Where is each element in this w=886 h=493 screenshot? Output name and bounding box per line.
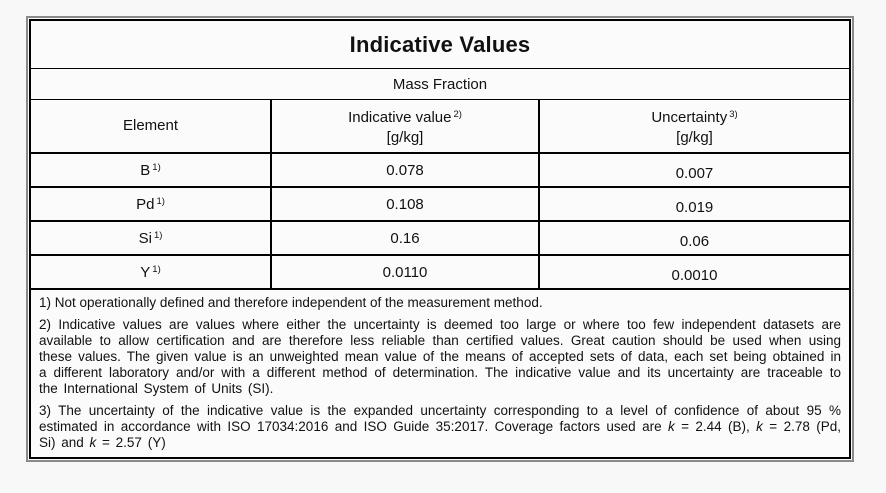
footnotes: 1) Not operationally defined and therefo… bbox=[30, 288, 850, 458]
uncertainty-cell: 0.0010 bbox=[538, 254, 851, 290]
footnote-text: = 2.57 (Y) bbox=[96, 435, 166, 450]
table-row: Pd 1) 0.108 0.019 bbox=[29, 186, 851, 222]
indicative-value-cell: 0.078 bbox=[270, 152, 540, 188]
column-header-uncertainty: Uncertainty 3) [g/kg] bbox=[538, 99, 851, 154]
footnote-italic-k: k bbox=[89, 435, 97, 450]
footnote-italic-k: k bbox=[756, 419, 763, 434]
uncertainty-cell: 0.06 bbox=[538, 220, 851, 256]
footnote: 1) Not operationally defined and therefo… bbox=[39, 295, 841, 311]
element-symbol: Si bbox=[138, 229, 152, 247]
column-unit: [g/kg] bbox=[386, 128, 424, 146]
footnote-italic-k: k bbox=[667, 419, 675, 434]
footnote-marker: 1) bbox=[152, 161, 161, 173]
uncertainty-cell: 0.019 bbox=[538, 186, 851, 222]
element-symbol: Y bbox=[140, 263, 151, 281]
element-cell: Si 1) bbox=[29, 220, 272, 256]
column-header-row: Element Indicative value 2) [g/kg] Uncerta… bbox=[29, 99, 851, 154]
footnote-text: = 2.44 (B), bbox=[674, 419, 757, 434]
column-label: Element bbox=[122, 117, 179, 134]
uncertainty-value: 0.007 bbox=[675, 164, 714, 182]
footnote: 2) Indicative values are values where ei… bbox=[39, 317, 841, 397]
indicative-value-cell: 0.108 bbox=[270, 186, 540, 222]
element-cell: B 1) bbox=[29, 152, 272, 188]
column-header-indicative-value: Indicative value 2) [g/kg] bbox=[270, 99, 540, 154]
indicative-value-cell: 0.0110 bbox=[270, 254, 540, 290]
table-row: B 1) 0.078 0.007 bbox=[29, 152, 851, 188]
element-cell: Pd 1) bbox=[29, 186, 272, 222]
element-symbol: Pd bbox=[136, 195, 155, 213]
element-symbol: B bbox=[140, 161, 151, 179]
subtitle-row: Mass Fraction bbox=[30, 68, 850, 100]
title-row: Indicative Values bbox=[30, 20, 850, 69]
footnote-text: = 2.78 (Pd, Si) and bbox=[39, 419, 841, 450]
indicative-value-cell: 0.16 bbox=[270, 220, 540, 256]
table-row: Si 1) 0.16 0.06 bbox=[29, 220, 851, 256]
uncertainty-value: 0.0010 bbox=[671, 266, 718, 284]
uncertainty-cell: 0.007 bbox=[538, 152, 851, 188]
column-label: Indicative value bbox=[348, 108, 452, 126]
uncertainty-value: 0.06 bbox=[679, 232, 710, 250]
footnote-marker: 3) bbox=[729, 108, 738, 120]
column-label: Uncertainty bbox=[651, 108, 728, 126]
table-body: B 1) 0.078 0.007 Pd 1) 0.108 0.019 Si 1) 0.16 0.06 Y… bbox=[29, 152, 851, 290]
footnote: 3) The uncertainty of the indicative val… bbox=[39, 403, 841, 451]
element-cell: Y 1) bbox=[29, 254, 272, 290]
footnote-marker: 2) bbox=[453, 108, 462, 120]
footnote-marker: 1) bbox=[153, 229, 163, 241]
footnote-marker: 1) bbox=[152, 263, 161, 275]
column-header-element: Element bbox=[29, 99, 272, 154]
indicative-values-table: Indicative Values Mass Fraction Element … bbox=[29, 19, 851, 459]
table-row: Y 1) 0.0110 0.0010 bbox=[29, 254, 851, 290]
column-unit: [g/kg] bbox=[676, 128, 713, 146]
table-title: Indicative Values bbox=[30, 20, 850, 69]
footnote-text: 3) The uncertainty of the indicative val… bbox=[39, 403, 841, 434]
uncertainty-value: 0.019 bbox=[675, 198, 714, 216]
table-frame: Indicative Values Mass Fraction Element … bbox=[26, 16, 854, 462]
footnotes-row: 1) Not operationally defined and therefo… bbox=[30, 288, 850, 458]
footnote-text: 2) Indicative values are values where ei… bbox=[39, 317, 841, 396]
table-subtitle: Mass Fraction bbox=[30, 68, 850, 100]
footnote-marker: 1) bbox=[156, 195, 165, 207]
footnote-text: 1) Not operationally defined and therefo… bbox=[39, 295, 543, 310]
